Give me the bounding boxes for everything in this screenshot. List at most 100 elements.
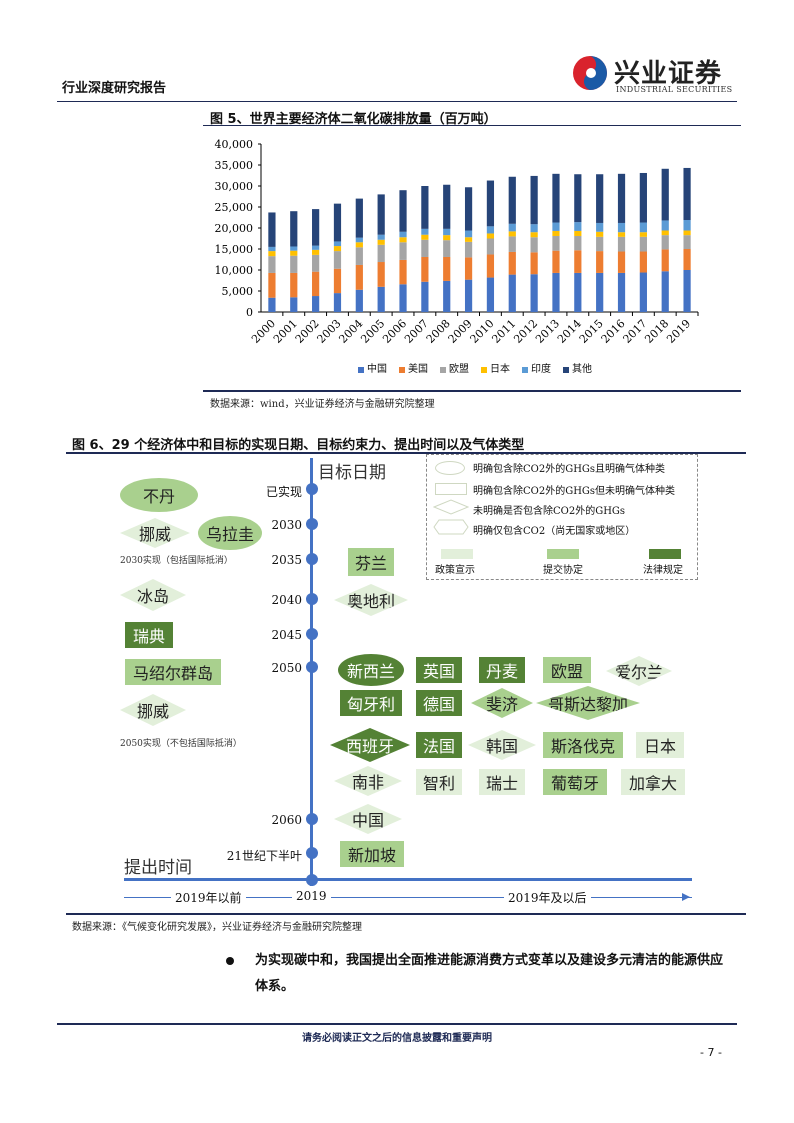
bar-segment: [399, 231, 407, 238]
color-swatch-agreement: [547, 549, 579, 559]
bar-segment: [486, 180, 495, 227]
figure5-source: 数据来源：wind，兴业证券经济与金融研究院整理: [210, 399, 435, 410]
rectangle-shape-icon: [435, 483, 467, 495]
node-sweden: 瑞典: [125, 622, 173, 648]
legend-color-label: 政策宣示: [435, 565, 475, 576]
node-norway: 挪威: [120, 518, 190, 548]
bar-segment: [661, 168, 669, 221]
node-marshall-islands: 马绍尔群岛: [125, 659, 221, 685]
timeline-label: 已实现: [265, 485, 302, 499]
bar-segment: [530, 274, 538, 312]
legend-color-label: 法律规定: [643, 565, 683, 576]
company-logo: 兴业证券 INDUSTRIAL SECURITIES: [572, 53, 742, 97]
stacked-bar-chart: 0 5,000 10,000 15,000 20,000 25,000 30,000 35,0…: [215, 138, 699, 346]
bar-segment: [596, 174, 604, 223]
bar-segment: [312, 296, 320, 312]
legend-label: 美国: [408, 364, 428, 375]
timeline-label: 2045: [271, 628, 302, 642]
bar-segment: [574, 235, 582, 251]
axis-title-proposal-time: 提出时间: [124, 858, 192, 878]
bar-segment: [508, 231, 516, 237]
bar-segment: [530, 252, 538, 275]
bar-segment: [355, 237, 363, 243]
y-tick-label: 10,000: [215, 264, 254, 277]
bar-segment: [443, 280, 451, 312]
timeline-label: 2050: [271, 661, 302, 675]
footer-divider: [57, 1023, 737, 1025]
x-tick-label: 2009: [446, 317, 475, 346]
timeline-dot: [306, 483, 318, 495]
bar-segment: [552, 235, 560, 251]
bar-segment: [617, 222, 626, 233]
bar-segment: [639, 232, 647, 237]
bar-segment: [377, 234, 385, 240]
timeline-horizontal-axis: [124, 878, 692, 881]
bullet-dot-icon: [226, 957, 234, 965]
legend-item: 其他: [563, 360, 592, 375]
timeline-label: 2035: [271, 553, 302, 567]
node-austria: 奥地利: [334, 584, 408, 616]
node-japan: 日本: [636, 732, 684, 758]
figure5-title-rule: [203, 125, 741, 126]
bar-segment: [399, 284, 407, 312]
y-tick-label: 30,000: [215, 180, 254, 193]
bar-segment: [399, 259, 407, 285]
y-tick-label: 15,000: [215, 243, 254, 256]
bar-segment: [683, 230, 691, 236]
bar-segment: [552, 230, 560, 236]
bar-segment: [333, 246, 342, 252]
bar-segment: [661, 235, 669, 250]
x-tick-label: 2012: [511, 317, 540, 346]
timeline-label: 21世纪下半叶: [226, 849, 302, 863]
bar-segment: [399, 242, 407, 260]
figure6-title-rule: [66, 452, 746, 454]
node-chile: 智利: [416, 769, 462, 795]
bar-segment: [443, 235, 451, 241]
bar-segment: [377, 239, 385, 245]
bar-segment: [661, 230, 669, 236]
legend-shape-label: 明确仅包含CO2（尚无国家或地区）: [473, 526, 636, 537]
node-south-africa: 南非: [334, 766, 402, 796]
bar-segment: [464, 279, 473, 312]
bar-segment: [312, 249, 320, 255]
node-canada: 加拿大: [621, 769, 685, 795]
bar-segment: [421, 281, 429, 312]
node-singapore: 新加坡: [340, 841, 404, 867]
neutrality-timeline-diagram: 目标日期 提出时间 2019年以前 2019 2019年及以后 已实现 2030…: [66, 454, 746, 911]
node-slovakia: 斯洛伐克: [543, 732, 623, 758]
bar-segment: [486, 254, 495, 278]
timeline-dot: [306, 847, 318, 859]
legend-label: 欧盟: [449, 364, 469, 375]
legend-label: 日本: [490, 364, 510, 375]
bar-segment: [530, 224, 538, 233]
bar-segment: [377, 194, 385, 235]
bar-segment: [574, 222, 582, 231]
x-tick-label: 2010: [468, 317, 497, 346]
node-bhutan: 不丹: [120, 478, 198, 512]
bar-segment: [508, 236, 516, 252]
origin-dot: [306, 874, 318, 886]
bar-segment: [617, 232, 626, 237]
bar-segment: [508, 251, 516, 275]
bar-segment: [399, 237, 407, 243]
header-divider: [57, 101, 737, 102]
node-spain: 西班牙: [330, 728, 410, 762]
y-tick-label: 40,000: [215, 138, 254, 151]
bar-segment: [530, 232, 538, 238]
bar-segment: [530, 237, 538, 253]
x-tick-label: 2016: [599, 317, 628, 346]
timeline-dot: [306, 518, 318, 530]
node-switzerland: 瑞士: [479, 769, 525, 795]
bar-segment: [443, 256, 451, 281]
bar-segment: [639, 251, 647, 273]
figure6-source: 数据来源：《气候变化研究发展》，兴业证券经济与金融研究院整理: [72, 922, 362, 933]
bar-segment: [333, 293, 342, 312]
hexagon-shape-icon: [433, 519, 469, 535]
bar-segment: [661, 220, 669, 231]
bar-segment: [683, 249, 691, 270]
bar-segment: [443, 240, 451, 257]
node-korea: 韩国: [468, 730, 536, 760]
co2-emissions-chart: 0 5,000 10,000 15,000 20,000 25,000 30,000 35,0…: [200, 130, 760, 385]
bar-segment: [399, 190, 407, 232]
y-tick-label: 0: [246, 306, 253, 319]
